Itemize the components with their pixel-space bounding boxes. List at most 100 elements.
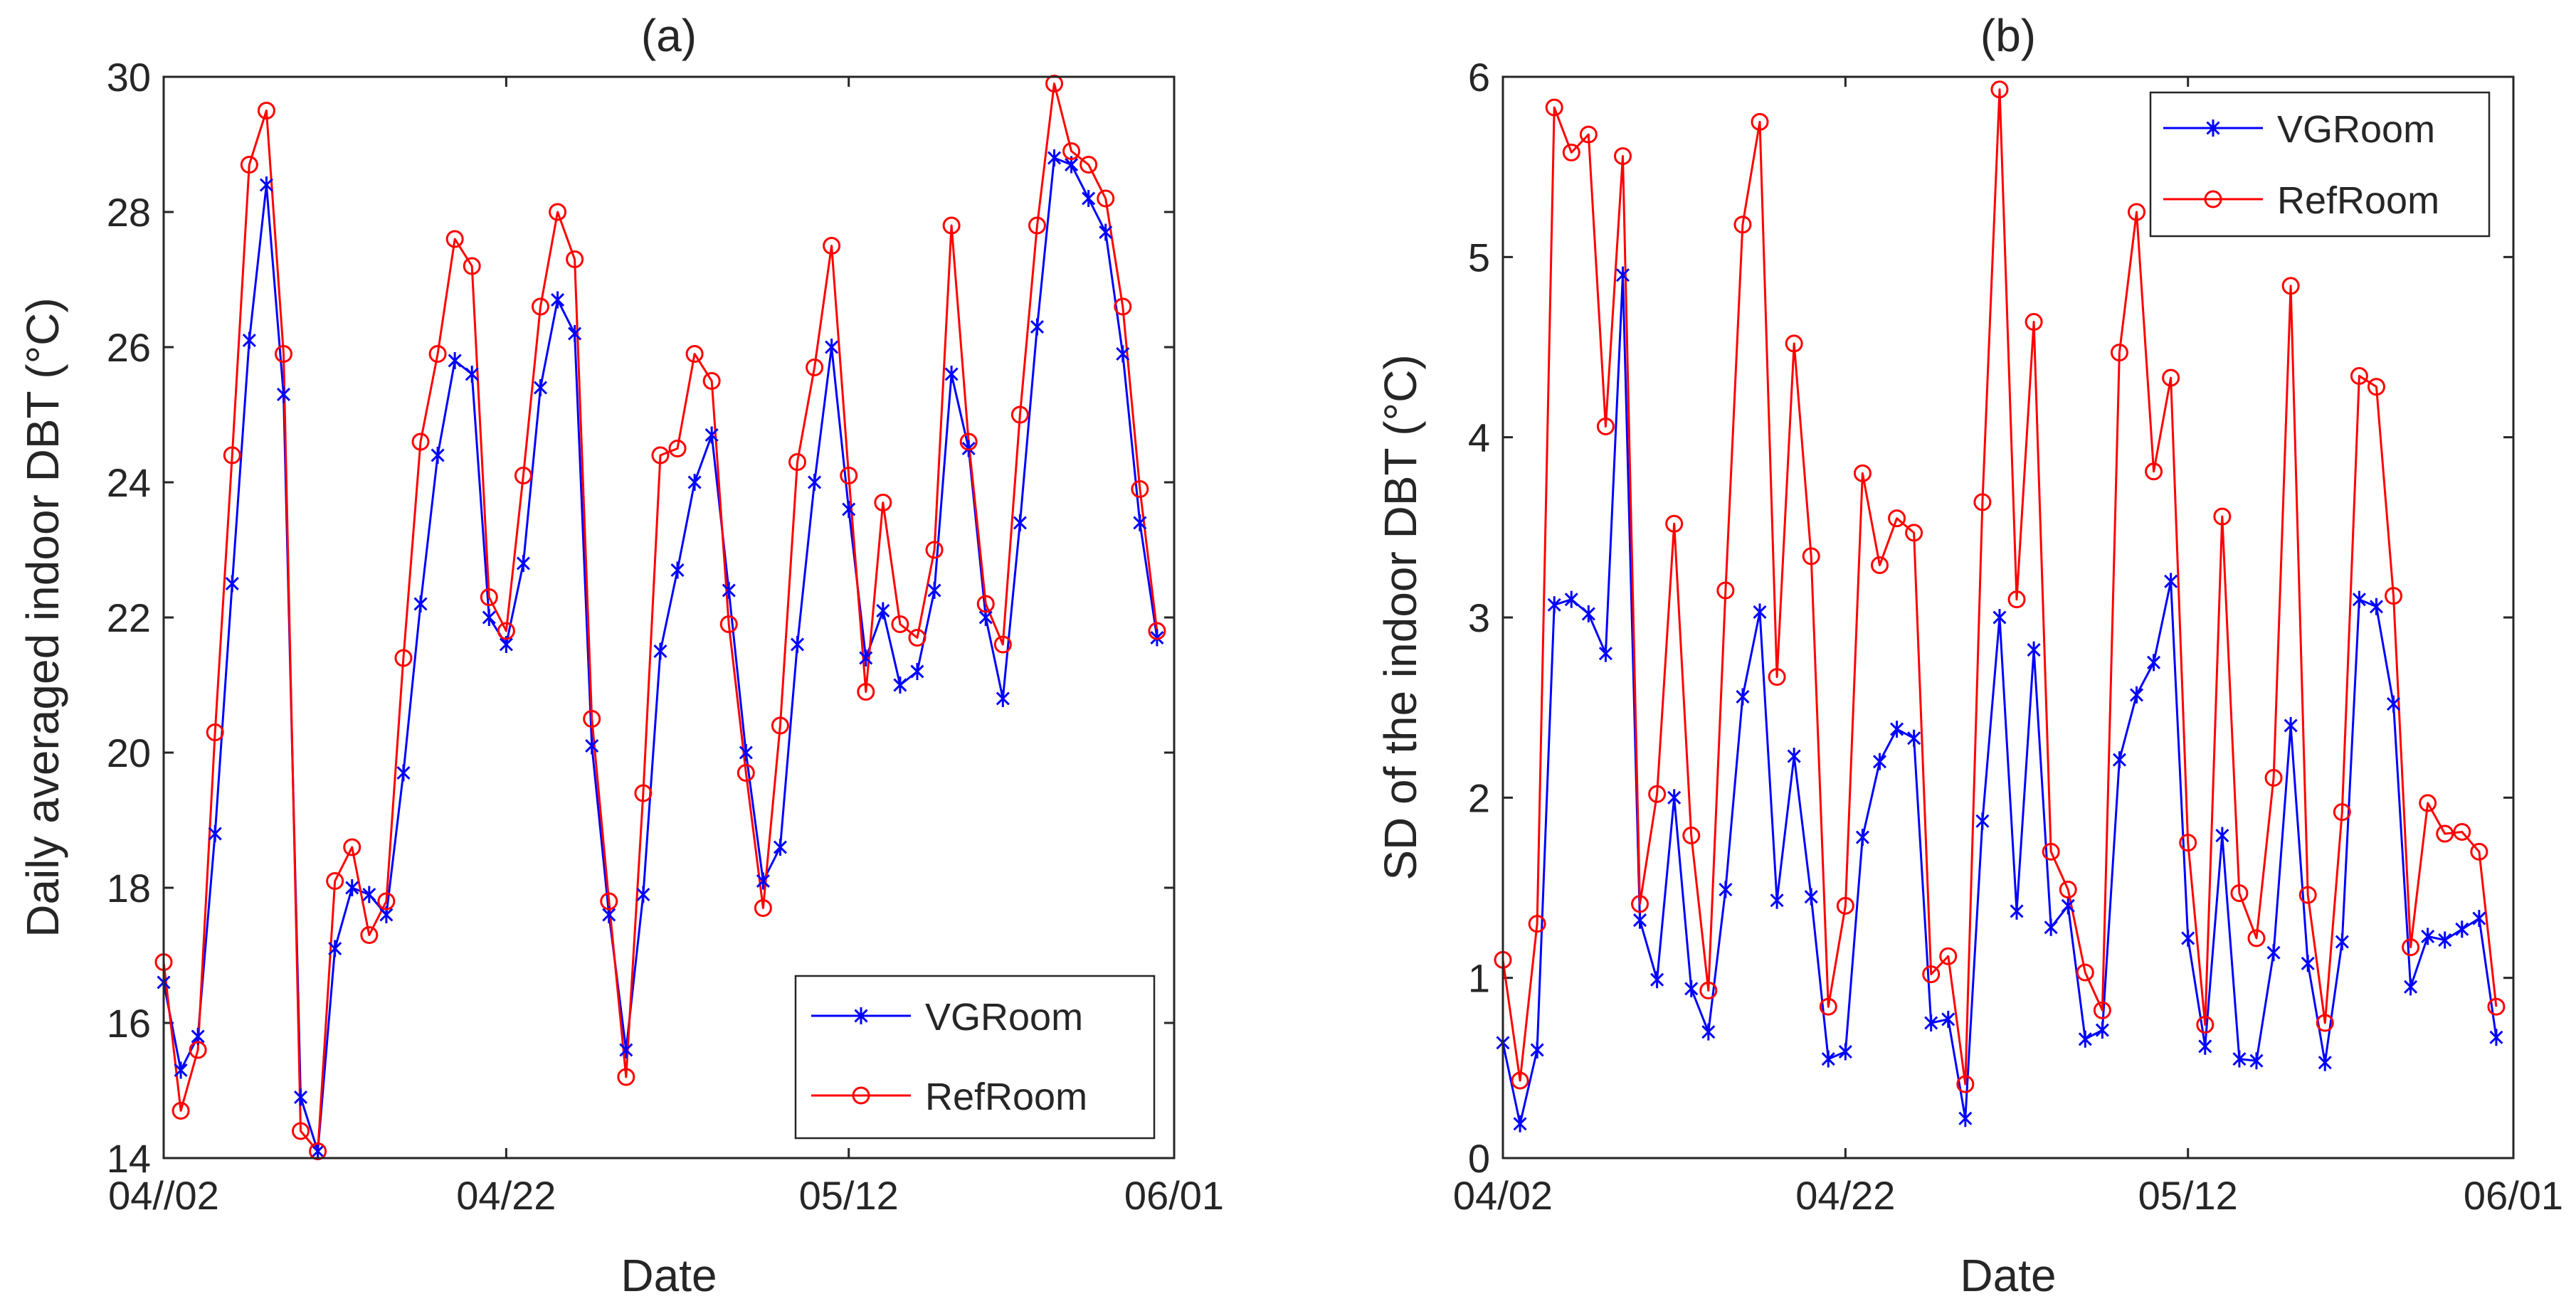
y-tick-label-b-5: 5 [1468, 235, 1490, 280]
point-refroom-a-40 [840, 467, 858, 484]
point-vgroom-b-14 [1736, 688, 1750, 706]
point-vgroom-b-12 [1701, 1023, 1716, 1041]
point-vgroom-b-28 [1975, 812, 1990, 830]
point-refroom-a-21 [514, 467, 532, 484]
point-vgroom-b-2 [1530, 1041, 1544, 1058]
point-vgroom-b-26 [1941, 1010, 1955, 1028]
point-refroom-b-55 [2436, 824, 2454, 843]
point-vgroom-b-5 [1581, 605, 1595, 622]
point-vgroom-a-27 [619, 1041, 633, 1058]
point-refroom-b-30 [2007, 590, 2026, 609]
point-vgroom-b-45 [2266, 944, 2281, 962]
point-refroom-b-17 [1785, 334, 1803, 353]
point-vgroom-b-50 [2352, 590, 2366, 608]
point-refroom-a-18 [463, 257, 481, 275]
point-refroom-b-19 [1819, 997, 1837, 1016]
point-refroom-a-50 [1010, 405, 1029, 424]
point-vgroom-a-12 [362, 886, 376, 903]
plot-frame-b [1501, 75, 2515, 1160]
point-vgroom-b-41 [2198, 1037, 2212, 1055]
point-refroom-a-19 [480, 588, 498, 606]
point-vgroom-a-52 [1047, 149, 1062, 166]
point-refroom-a-8 [292, 1122, 310, 1140]
point-refroom-a-35 [754, 899, 772, 917]
chart-title-a: (a) [641, 10, 697, 61]
panel-a: (a) Date Daily averaged indoor DBT (°C) … [17, 10, 1224, 1301]
point-refroom-b-54 [2419, 794, 2437, 812]
point-vgroom-a-23 [551, 291, 565, 309]
point-refroom-a-17 [445, 230, 464, 248]
point-vgroom-a-6 [259, 176, 273, 193]
point-vgroom-b-44 [2249, 1052, 2264, 1070]
point-refroom-b-31 [2025, 313, 2043, 331]
point-vgroom-b-11 [1684, 980, 1699, 997]
point-refroom-b-14 [1733, 216, 1752, 234]
x-tick-label-a-2: 05/12 [799, 1173, 899, 1218]
point-refroom-a-53 [1062, 142, 1081, 160]
point-vgroom-b-17 [1787, 748, 1801, 765]
point-vgroom-b-57 [2472, 910, 2486, 928]
point-refroom-b-41 [2196, 1016, 2215, 1034]
point-refroom-b-57 [2470, 842, 2488, 861]
point-vgroom-a-33 [722, 582, 736, 599]
point-refroom-b-10 [1665, 514, 1684, 533]
point-refroom-b-32 [2042, 842, 2060, 861]
point-refroom-b-53 [2402, 938, 2420, 957]
point-vgroom-a-32 [704, 426, 719, 444]
point-vgroom-b-51 [2369, 598, 2384, 615]
point-refroom-a-51 [1028, 216, 1046, 235]
point-refroom-b-40 [2179, 834, 2197, 852]
point-refroom-a-39 [823, 237, 841, 255]
point-vgroom-b-46 [2284, 717, 2298, 734]
point-vgroom-a-41 [859, 649, 873, 667]
point-vgroom-a-42 [876, 602, 890, 620]
point-vgroom-b-30 [2010, 902, 2024, 920]
point-refroom-b-4 [1562, 143, 1580, 161]
point-refroom-a-54 [1080, 156, 1098, 174]
point-refroom-a-14 [394, 649, 413, 667]
x-tick-label-a-1: 04/22 [456, 1173, 556, 1218]
point-vgroom-a-43 [893, 676, 907, 694]
point-vgroom-b-24 [1907, 729, 1921, 747]
point-refroom-b-44 [2247, 929, 2266, 948]
point-vgroom-a-56 [1116, 345, 1130, 363]
legend-label-refroom-b: RefRoom [2277, 179, 2439, 222]
y-tick-label-b-3: 3 [1468, 595, 1490, 640]
point-vgroom-a-38 [808, 474, 822, 491]
point-refroom-a-4 [223, 446, 241, 465]
point-vgroom-a-21 [516, 555, 530, 572]
point-refroom-a-10 [326, 872, 344, 890]
point-vgroom-b-32 [2044, 918, 2058, 936]
point-refroom-a-24 [566, 250, 584, 268]
point-vgroom-b-9 [1650, 971, 1664, 989]
point-refroom-a-43 [891, 615, 909, 633]
point-vgroom-a-36 [773, 839, 787, 856]
point-refroom-b-56 [2453, 822, 2471, 841]
point-refroom-a-27 [617, 1068, 635, 1086]
point-refroom-a-7 [274, 345, 292, 363]
point-refroom-a-45 [925, 541, 944, 559]
y-tick-label-a-0: 14 [107, 1136, 151, 1181]
point-vgroom-b-49 [2335, 933, 2349, 950]
point-refroom-a-30 [668, 440, 687, 457]
point-refroom-b-20 [1836, 896, 1854, 915]
y-tick-label-a-4: 22 [107, 595, 151, 640]
point-refroom-b-50 [2350, 367, 2368, 386]
point-vgroom-a-24 [568, 325, 582, 342]
point-refroom-b-51 [2367, 378, 2385, 396]
point-vgroom-a-28 [636, 886, 650, 903]
point-vgroom-a-57 [1133, 514, 1147, 531]
point-vgroom-b-6 [1598, 644, 1612, 662]
point-vgroom-b-23 [1890, 721, 1904, 738]
x-tick-label-b-0: 04/02 [1453, 1173, 1553, 1218]
point-refroom-a-16 [428, 345, 447, 363]
point-refroom-b-47 [2298, 886, 2317, 904]
point-vgroom-b-56 [2455, 920, 2469, 938]
point-refroom-a-3 [206, 723, 224, 741]
point-refroom-a-5 [240, 156, 258, 174]
point-vgroom-a-35 [756, 872, 770, 890]
y-tick-label-a-2: 18 [107, 866, 151, 911]
point-vgroom-a-7 [276, 386, 291, 403]
y-tick-label-b-2: 2 [1468, 775, 1490, 820]
point-refroom-b-18 [1802, 547, 1820, 566]
